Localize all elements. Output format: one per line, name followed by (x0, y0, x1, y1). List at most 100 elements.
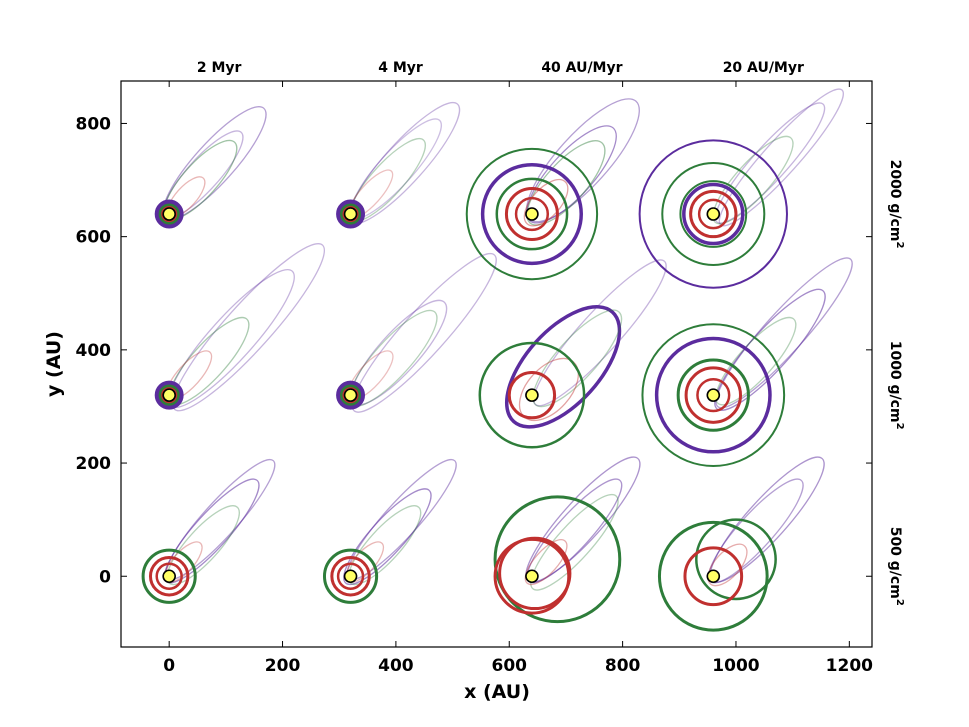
y-tick-label: 0 (99, 567, 111, 587)
orbit-circle (330, 556, 371, 597)
panel-1-2 (478, 259, 667, 449)
x-tick-label: 600 (492, 656, 528, 676)
row-label-text: 2000 g/cm2 (887, 160, 905, 249)
orbit-circle (342, 387, 359, 404)
orbit-circle (336, 562, 365, 590)
x-tick-label: 200 (265, 656, 301, 676)
x-tick-label: 400 (378, 656, 414, 676)
central-star (525, 388, 539, 402)
central-star (343, 569, 358, 584)
orbit-ellipse (524, 539, 568, 586)
panel-1-0 (154, 243, 326, 412)
row-label: 2000 g/cm2 (887, 160, 905, 249)
orbit-circle (154, 380, 184, 410)
orbit-circle (158, 203, 180, 225)
panel-2-0 (141, 458, 276, 604)
orbit-circle (339, 203, 362, 225)
row-label: 500 g/cm2 (887, 527, 905, 606)
orbit-circle (338, 201, 363, 227)
orbit-circle (478, 341, 586, 449)
central-star (343, 388, 358, 402)
row-label-superscript: 2 (894, 423, 905, 430)
orbit-circle (695, 518, 777, 601)
y-tick-label: 600 (76, 228, 112, 248)
orbit-circle (480, 162, 583, 266)
orbit-circle (661, 161, 766, 267)
orbit-ellipse (530, 493, 619, 591)
orbit-ellipse (712, 135, 794, 225)
column-title: 40 AU/Myr (541, 60, 622, 76)
orbit-circle (676, 358, 750, 432)
orbit-ellipse (715, 316, 797, 406)
central-star (706, 569, 721, 584)
orbit-ellipse (343, 488, 432, 585)
orbit-circle (338, 382, 363, 408)
orbit-ellipse (532, 309, 623, 408)
orbit-circle (493, 537, 571, 615)
column-title: 20 AU/Myr (723, 60, 804, 76)
orbit-circle (696, 378, 731, 413)
y-tick-label: 800 (76, 114, 112, 134)
orbit-circle (514, 196, 550, 232)
central-star (706, 207, 721, 221)
orbit-circle (161, 205, 178, 223)
orbit-circle (155, 562, 183, 590)
orbit-ellipse (526, 125, 617, 224)
orbit-circle (339, 384, 362, 406)
orbit-marks (141, 88, 853, 632)
plot-frame (120, 80, 873, 648)
orbit-ellipse (533, 259, 667, 407)
orbit-circle (156, 201, 182, 227)
orbit-circle (465, 147, 599, 281)
central-star (706, 388, 721, 402)
central-star (162, 388, 176, 402)
orbit-circle (504, 187, 559, 242)
row-labels: 2000 g/cm2 1000 g/cm2 500 g/cm2 (887, 160, 905, 606)
y-tick-label: 200 (76, 454, 112, 474)
central-star (525, 569, 539, 584)
orbit-circle (161, 387, 178, 404)
orbit-circle (158, 384, 180, 406)
orbit-circle (507, 370, 557, 420)
column-title: 4 Myr (378, 60, 423, 76)
x-axis-label: x (AU) (464, 681, 530, 703)
panel-0-2 (465, 98, 640, 281)
x-tick-label: 0 (163, 656, 175, 676)
orbit-circle (141, 548, 197, 604)
orbit-circle (641, 323, 786, 467)
orbit-circle (679, 180, 748, 248)
orbit-circle (336, 380, 366, 410)
orbit-circle (654, 336, 772, 454)
panel-1-3 (641, 257, 853, 467)
column-title: 2 Myr (197, 60, 242, 76)
central-star (525, 207, 539, 221)
orbit-circle (154, 199, 184, 229)
x-tick-label: 1200 (826, 656, 873, 676)
row-label: 1000 g/cm2 (887, 341, 905, 430)
x-tick-label: 800 (605, 656, 641, 676)
central-star (162, 207, 176, 221)
central-star (162, 569, 176, 584)
orbit-ellipse (172, 243, 326, 412)
orbit-circle (684, 366, 743, 424)
orbit-circle (657, 520, 769, 632)
orbit-circle (342, 205, 359, 223)
orbit-circle (689, 189, 738, 239)
axis-ticks: 0 200 400 600 800 1000 1200 0 200 400 600 800 (76, 81, 873, 676)
y-axis-label: y (AU) (43, 331, 65, 397)
row-label-text: 500 g/cm2 (887, 527, 905, 606)
orbit-circle (148, 556, 190, 597)
row-label-superscript: 2 (894, 241, 905, 248)
orbit-ellipse (714, 102, 826, 224)
orbit-circle (336, 199, 366, 229)
orbit-ellipse (707, 543, 748, 587)
orbit-circle (322, 548, 379, 604)
orbit-ellipse (714, 288, 826, 411)
orbit-circle (697, 198, 729, 230)
y-tick-label: 400 (76, 341, 112, 361)
orbit-circle (682, 182, 745, 246)
central-star (343, 207, 358, 221)
x-tick-label: 1000 (712, 656, 759, 676)
orbit-circle (638, 139, 788, 289)
